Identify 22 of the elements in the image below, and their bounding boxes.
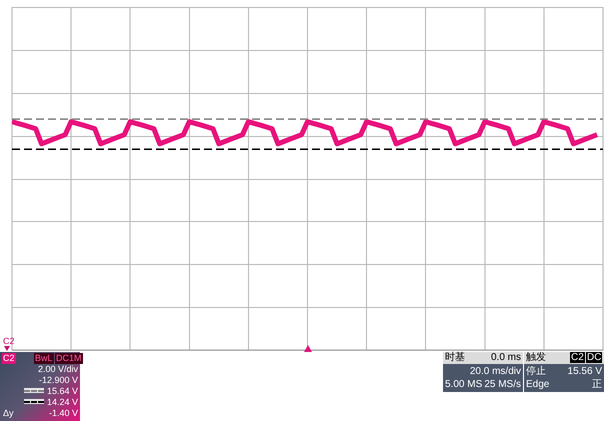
text: 20.0 ms/div [470, 366, 521, 377]
text: DC [586, 352, 602, 363]
text: 停止 [526, 366, 546, 377]
legend-label: 15.64 V [46, 386, 78, 397]
text: -12.900 V [38, 375, 78, 386]
text: 5.00 MS [445, 379, 482, 390]
legend-label: 14.24 V [46, 397, 78, 408]
annotation: C2 [3, 336, 15, 347]
text: BwL [34, 353, 54, 364]
text: DC1M [55, 353, 83, 364]
text: 时基 [445, 352, 465, 363]
text: Edge [526, 379, 550, 390]
text: C2 [570, 352, 585, 363]
text: C2 [2, 353, 16, 364]
text: 15.56 V [568, 366, 602, 377]
text: -1.40 V [48, 408, 78, 419]
text: 0.0 ms [490, 352, 521, 363]
text: 触发 [526, 352, 546, 363]
text: 正 [592, 379, 602, 390]
text: 2.00 V/div [38, 364, 78, 375]
text: 25 MS/s [484, 379, 521, 390]
text: Δy [3, 408, 14, 419]
